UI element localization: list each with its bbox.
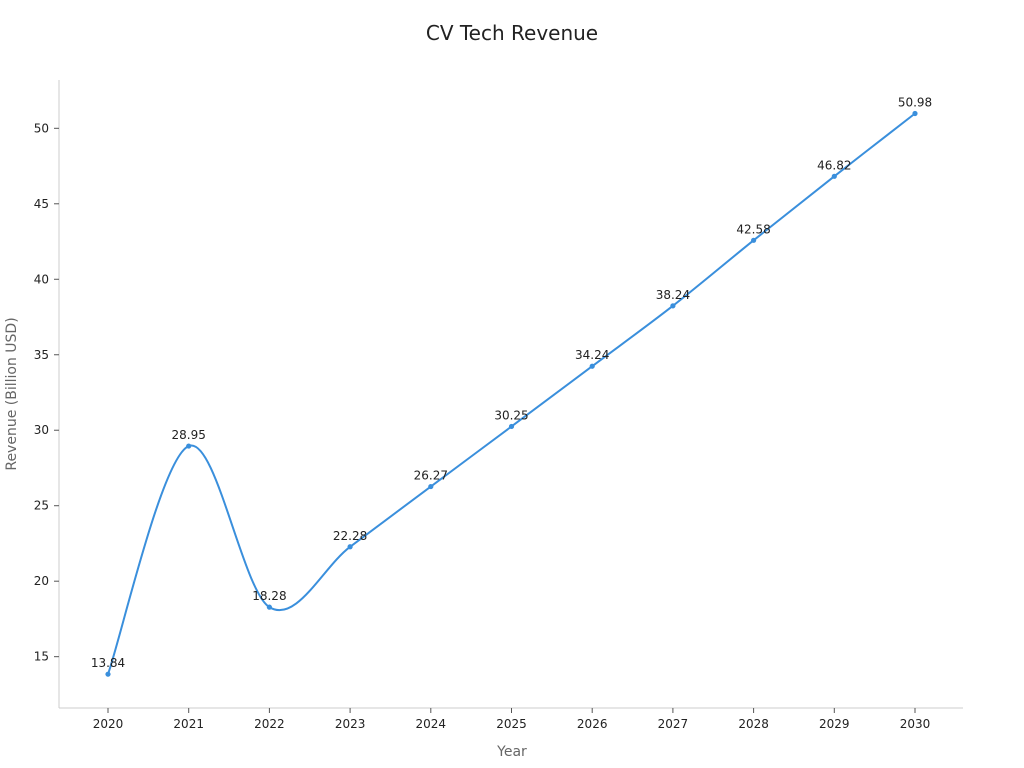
data-label: 46.82 bbox=[817, 158, 851, 172]
data-point bbox=[912, 110, 918, 117]
x-tick-label: 2022 bbox=[254, 717, 285, 731]
data-label: 30.25 bbox=[494, 408, 528, 422]
data-point bbox=[347, 544, 353, 550]
data-labels: 13.84 28.95 18.28 22.28 26.27 30.25 34.24 38.24… bbox=[91, 96, 932, 671]
x-axis-ticks: 2020 2021 2022 2023 2024 2025 2026 2027 2028 2029… bbox=[93, 708, 931, 731]
data-point bbox=[751, 237, 757, 243]
data-label: 28.95 bbox=[172, 428, 206, 442]
data-point bbox=[266, 604, 272, 610]
data-label: 22.28 bbox=[333, 529, 367, 543]
data-label: 50.98 bbox=[898, 96, 932, 110]
y-tick-label: 40 bbox=[34, 272, 49, 286]
y-tick-label: 15 bbox=[34, 650, 49, 664]
x-tick-label: 2025 bbox=[496, 717, 527, 731]
data-points bbox=[105, 110, 918, 677]
data-point bbox=[831, 173, 837, 179]
data-point bbox=[428, 483, 434, 490]
y-tick-label: 25 bbox=[34, 499, 49, 513]
y-axis-ticks: 15 20 25 30 35 40 45 50 bbox=[34, 121, 59, 664]
data-point bbox=[508, 423, 515, 430]
data-label: 18.28 bbox=[252, 589, 286, 603]
data-label: 38.24 bbox=[656, 288, 690, 302]
x-axis-title: Year bbox=[496, 744, 527, 760]
x-tick-label: 2026 bbox=[577, 717, 608, 731]
y-tick-label: 35 bbox=[34, 348, 49, 362]
data-point bbox=[670, 303, 676, 309]
x-tick-label: 2029 bbox=[819, 717, 850, 731]
data-label: 42.58 bbox=[736, 222, 770, 236]
data-point bbox=[589, 363, 595, 369]
x-tick-label: 2020 bbox=[93, 717, 124, 731]
data-label: 34.24 bbox=[575, 348, 609, 362]
data-point bbox=[186, 443, 192, 449]
y-tick-label: 30 bbox=[34, 423, 49, 437]
y-tick-label: 45 bbox=[34, 197, 49, 211]
x-tick-label: 2027 bbox=[658, 717, 689, 731]
y-tick-label: 20 bbox=[34, 574, 49, 588]
x-tick-label: 2023 bbox=[335, 717, 366, 731]
x-tick-label: 2030 bbox=[900, 717, 931, 731]
x-tick-label: 2024 bbox=[416, 717, 447, 731]
data-label: 13.84 bbox=[91, 656, 125, 670]
x-tick-label: 2028 bbox=[738, 717, 769, 731]
y-tick-label: 50 bbox=[34, 121, 49, 135]
y-axis-title: Revenue (Billion USD) bbox=[4, 317, 20, 470]
data-label: 26.27 bbox=[414, 469, 448, 483]
data-point bbox=[105, 671, 111, 677]
x-tick-label: 2021 bbox=[173, 717, 204, 731]
chart-title: CV Tech Revenue bbox=[426, 21, 598, 45]
series-line bbox=[107, 112, 916, 675]
